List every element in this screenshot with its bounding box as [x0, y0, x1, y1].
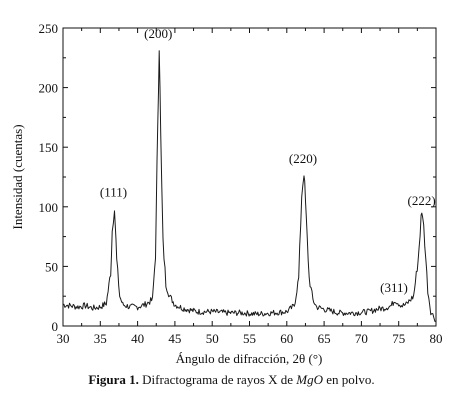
peak-annotations: (111) (200) (220) (311) (222) [100, 26, 436, 295]
y-axis-label: Intensidad (cuentas) [10, 124, 25, 229]
axis-ticks [62, 27, 437, 327]
y-tick-label: 0 [52, 319, 59, 334]
peak-label: (111) [100, 184, 127, 199]
diffraction-pattern-line [62, 50, 437, 322]
x-tick-label: 70 [355, 331, 368, 346]
peak-label: (220) [289, 151, 317, 166]
y-tick-label: 100 [39, 200, 59, 215]
x-tick-label: 60 [280, 331, 293, 346]
peak-label: (200) [144, 26, 172, 41]
figure-caption: Figura 1. Difractograma de rayos X de Mg… [0, 372, 463, 388]
x-tick-label: 35 [94, 331, 107, 346]
x-tick-label: 55 [243, 331, 256, 346]
peak-label: (222) [407, 193, 435, 208]
peak-label: (311) [380, 280, 408, 295]
x-tick-label: 65 [318, 331, 331, 346]
tick-labels: 30 35 40 45 50 55 60 65 70 75 80 0 50 100 150 200 250 [39, 21, 443, 346]
y-tick-label: 250 [39, 21, 59, 36]
caption-label: Figura 1. [88, 372, 139, 387]
x-tick-label: 45 [168, 331, 181, 346]
x-tick-label: 50 [206, 331, 219, 346]
y-tick-label: 50 [45, 259, 58, 274]
caption-text-after: en polvo. [323, 372, 375, 387]
x-tick-label: 80 [430, 331, 443, 346]
x-tick-label: 40 [131, 331, 144, 346]
x-axis-label: Ángulo de difracción, 2θ (°) [176, 351, 323, 366]
caption-text-before: Difractograma de rayos X de [138, 372, 297, 387]
y-tick-label: 200 [39, 81, 59, 96]
y-tick-label: 150 [39, 140, 59, 155]
x-tick-label: 75 [392, 331, 405, 346]
caption-compound: MgO [296, 372, 324, 387]
x-tick-label: 30 [57, 331, 70, 346]
